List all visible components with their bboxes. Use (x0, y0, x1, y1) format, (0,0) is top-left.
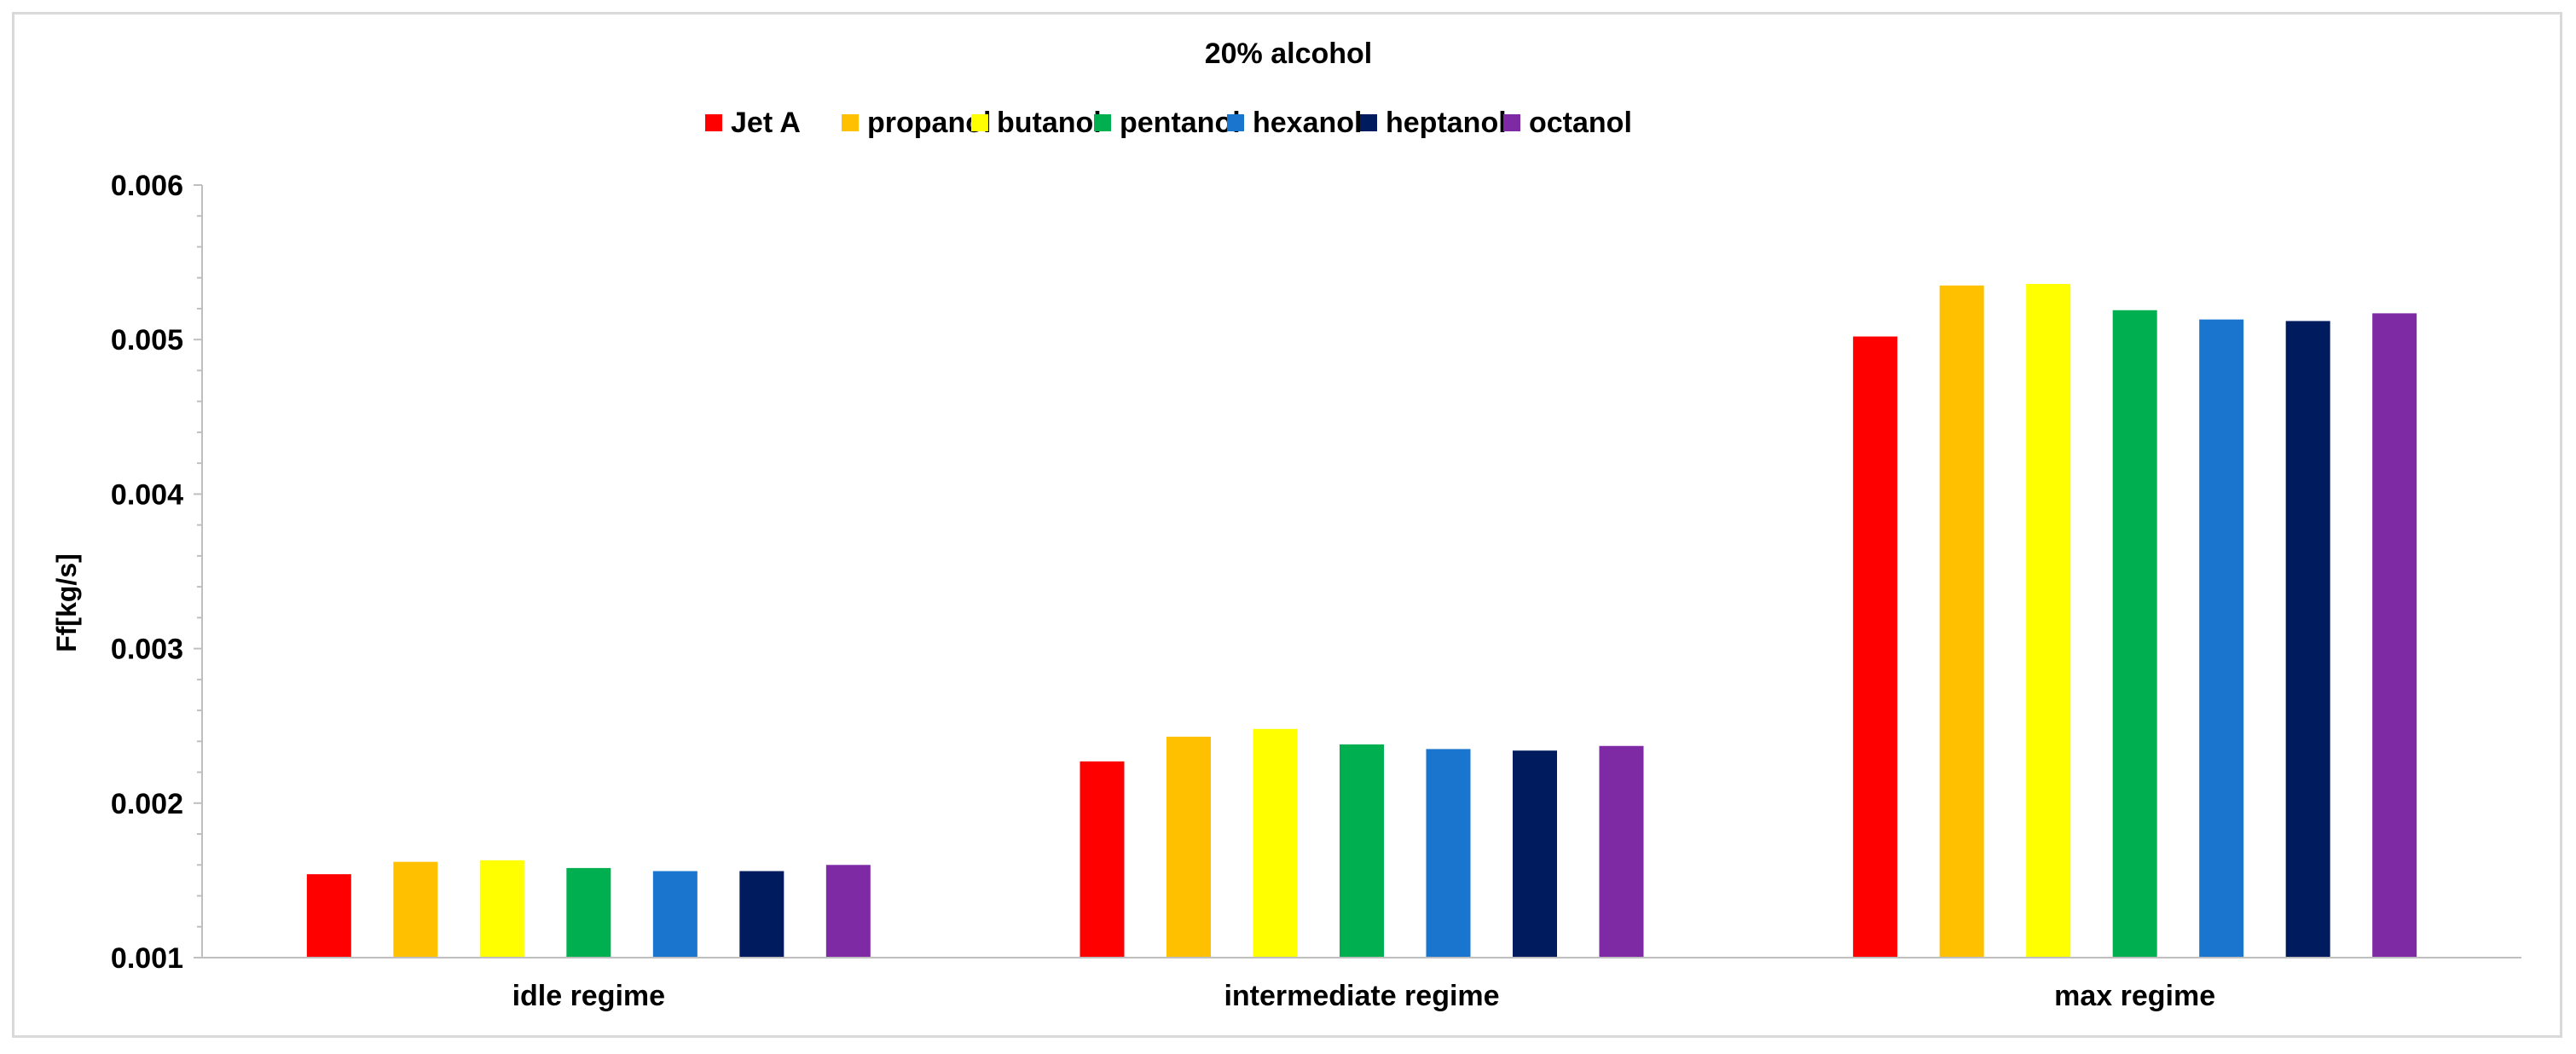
bar-hexanol (1426, 749, 1471, 958)
legend-label: heptanol (1386, 107, 1507, 139)
y-tick-label: 0.006 (111, 170, 183, 202)
bar-hexanol (2199, 319, 2244, 958)
legend-item: Jet A (705, 107, 801, 139)
legend-swatch (705, 114, 722, 131)
bar-jet-a (1080, 761, 1125, 958)
y-axis: 0.001 0.002 0.003 0.004 0.005 0.006 (111, 170, 203, 975)
bar-pentanol (1340, 744, 1384, 958)
bar-pentanol (566, 867, 611, 958)
x-tick-label: max regime (2054, 980, 2215, 1012)
bar-hexanol (652, 871, 698, 958)
y-tick-label: 0.003 (111, 634, 183, 666)
bars (306, 283, 2417, 958)
legend-label: butanol (997, 107, 1102, 139)
legend-item: heptanol (1360, 107, 1507, 139)
legend-item: butanol (971, 107, 1102, 139)
chart-frame: 20% alcohol Jet A propanol butanol pentanol… (12, 12, 2562, 1038)
bar-butanol (1253, 728, 1298, 958)
bar-jet-a (306, 874, 351, 958)
bar-pentanol (2112, 310, 2157, 958)
chart-title: 20% alcohol (1205, 38, 1373, 70)
bar-chart: 20% alcohol Jet A propanol butanol pentanol… (51, 38, 2521, 1012)
legend-swatch (842, 114, 859, 131)
bar-propanol (1166, 736, 1211, 958)
legend: Jet A propanol butanol pentanol hexanol hepta… (705, 107, 1632, 139)
bar-propanol (393, 861, 438, 958)
legend-swatch (1360, 114, 1377, 131)
x-axis: idle regime intermediate regime max regime (202, 957, 2521, 1012)
x-tick-label: idle regime (512, 980, 666, 1012)
bar-propanol (1939, 285, 1984, 958)
legend-label: hexanol (1253, 107, 1362, 139)
bar-jet-a (1853, 336, 1898, 958)
legend-label: pentanol (1120, 107, 1241, 139)
y-tick-label: 0.004 (111, 478, 183, 511)
legend-swatch (1227, 114, 1244, 131)
legend-item: propanol (842, 107, 991, 139)
y-tick-label: 0.001 (111, 942, 183, 975)
bar-butanol (2026, 283, 2071, 958)
bar-octanol (825, 865, 871, 958)
bar-octanol (1599, 745, 1644, 958)
legend-item: octanol (1503, 107, 1632, 139)
legend-label: Jet A (731, 107, 801, 139)
legend-item: pentanol (1094, 107, 1241, 139)
y-tick-label: 0.005 (111, 324, 183, 356)
bar-octanol (2372, 313, 2417, 958)
bar-butanol (479, 860, 524, 958)
y-axis-label: Ff[kg/s] (51, 553, 82, 652)
legend-label: propanol (867, 107, 991, 139)
legend-swatch (1503, 114, 1520, 131)
x-tick-label: intermediate regime (1224, 980, 1499, 1012)
bar-heptanol (2285, 321, 2330, 958)
bar-heptanol (739, 871, 784, 958)
legend-swatch (971, 114, 988, 131)
legend-label: octanol (1529, 107, 1632, 139)
legend-swatch (1094, 114, 1111, 131)
y-tick-label: 0.002 (111, 788, 183, 820)
legend-item: hexanol (1227, 107, 1362, 139)
bar-heptanol (1513, 750, 1557, 958)
